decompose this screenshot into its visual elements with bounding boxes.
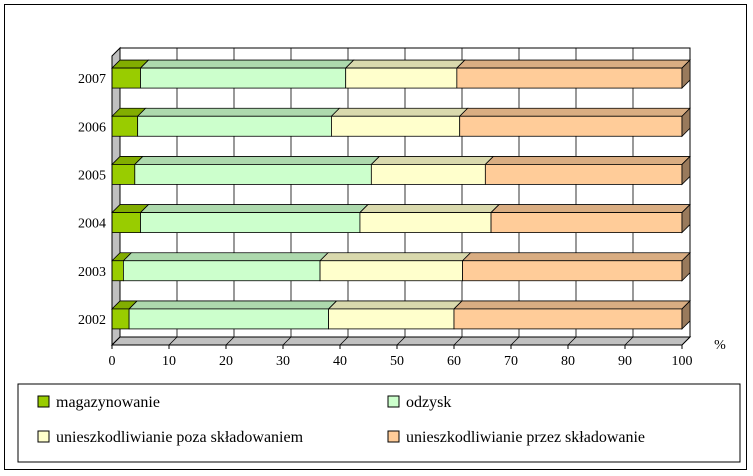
side-wall: [111, 46, 121, 347]
floor-gridline: [396, 336, 406, 346]
x-tick-label: 100: [672, 354, 693, 369]
bar-segment: [459, 115, 683, 137]
legend-label: odzysk: [406, 394, 451, 411]
bar-segment: [111, 308, 130, 330]
legend-swatch: [37, 395, 50, 408]
category-label: 2007: [78, 72, 106, 87]
bar-end-face: [681, 107, 691, 138]
bar-segment: [456, 67, 683, 89]
x-tick-label: 0: [109, 354, 116, 369]
bar-top-face: [327, 300, 463, 310]
bar-segment: [453, 308, 683, 330]
bar-top-face: [370, 156, 495, 165]
legend-label: magazynowanie: [56, 394, 160, 411]
legend-swatch: [387, 430, 400, 443]
bar-segment: [123, 260, 321, 282]
bar-segment: [490, 212, 683, 233]
category-label: 2006: [78, 120, 106, 135]
floor-gridline: [111, 336, 121, 346]
bars: [111, 59, 691, 330]
bar-end-face: [681, 299, 691, 330]
floor-gridline: [510, 336, 520, 346]
floor-gridline: [567, 336, 577, 346]
x-tick-label: 90: [618, 354, 632, 369]
floor-gridline: [168, 336, 178, 346]
bar-segment: [111, 164, 136, 185]
legend-swatch: [37, 430, 50, 443]
bar-top-face: [139, 59, 355, 69]
bar-top-face: [133, 156, 381, 165]
bar-end-face: [681, 251, 691, 282]
category-label: 2002: [78, 313, 106, 328]
x-tick-label: 10: [162, 354, 176, 369]
chart-back-wall: [110, 46, 692, 347]
bar-segment: [331, 115, 461, 137]
x-tick-label: 50: [390, 354, 404, 369]
x-tick-label: 70: [504, 354, 518, 369]
bar-segment: [319, 260, 463, 282]
bar-segment: [111, 260, 124, 282]
bar-top-face: [455, 59, 691, 69]
bar-segment: [137, 115, 332, 137]
legend: magazynowanie odzysk unieszkodliwianie poz…: [17, 383, 741, 463]
category-label: 2005: [78, 168, 106, 183]
bar-top-face: [128, 300, 338, 310]
x-tick-label: 30: [276, 354, 290, 369]
bar-top-face: [490, 204, 691, 213]
bar-segment: [111, 67, 141, 89]
bar-segment: [111, 212, 141, 233]
legend-label: unieszkodliwianie przez składowanie: [406, 429, 645, 446]
bar-end-face: [681, 59, 691, 90]
floor-gridline: [225, 336, 235, 346]
x-tick-label: 80: [561, 354, 575, 369]
category-label: 2003: [78, 265, 106, 280]
floor-gridline: [282, 336, 292, 346]
x-tick-label: 20: [219, 354, 233, 369]
bar-top-face: [461, 252, 691, 262]
bar-top-face: [344, 59, 466, 69]
bar-segment: [128, 308, 330, 330]
bar-end-face: [681, 203, 691, 234]
bar-top-face: [458, 107, 691, 117]
axes: 2002 2003 2004 2005 2006 2007 0 10 20 30 40 50 60 70 8…: [78, 56, 726, 369]
category-label: 2004: [78, 217, 106, 232]
bar-top-face: [453, 300, 691, 310]
bar-end-face: [681, 155, 691, 186]
bar-top-face: [484, 156, 691, 165]
bar-segment: [370, 164, 486, 185]
gridlines: [111, 48, 691, 346]
bar-segment: [345, 67, 458, 89]
bar-segment: [484, 164, 683, 185]
bar-segment: [111, 115, 139, 137]
floor-gridline: [339, 336, 349, 346]
bar-top-face: [358, 204, 501, 213]
unit-label: %: [714, 338, 726, 353]
floor-gridline: [681, 336, 691, 346]
bar-segment: [462, 260, 683, 282]
bar-top-face: [319, 252, 472, 262]
bar-top-face: [122, 252, 330, 262]
bar-segment: [140, 67, 347, 89]
floor-gridline: [453, 336, 463, 346]
bar-segment: [140, 212, 361, 233]
x-tick-label: 40: [333, 354, 347, 369]
bar-top-face: [330, 107, 469, 117]
bar-top-face: [139, 204, 369, 213]
bar-segment: [134, 164, 372, 185]
bar-top-face: [136, 107, 341, 117]
bar-segment: [359, 212, 492, 233]
legend-label: unieszkodliwianie poza składowaniem: [56, 429, 304, 446]
x-tick-label: 60: [447, 354, 461, 369]
bar-segment: [328, 308, 455, 330]
legend-swatch: [387, 395, 400, 408]
floor-gridline: [624, 336, 634, 346]
legend-box: [17, 383, 741, 463]
